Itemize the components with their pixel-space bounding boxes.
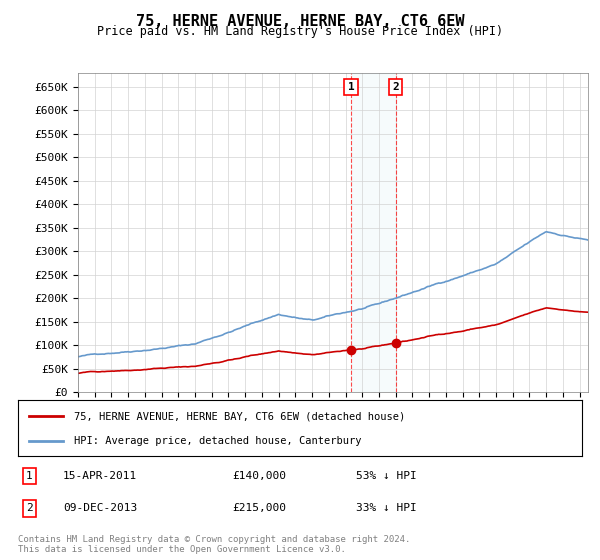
Bar <box>351 73 396 392</box>
Text: 33% ↓ HPI: 33% ↓ HPI <box>356 503 417 514</box>
Text: £215,000: £215,000 <box>232 503 286 514</box>
Text: Contains HM Land Registry data © Crown copyright and database right 2024.
This d: Contains HM Land Registry data © Crown c… <box>18 535 410 554</box>
Text: 75, HERNE AVENUE, HERNE BAY, CT6 6EW (detached house): 75, HERNE AVENUE, HERNE BAY, CT6 6EW (de… <box>74 411 406 421</box>
Text: £140,000: £140,000 <box>232 471 286 481</box>
Text: 1: 1 <box>26 471 32 481</box>
Text: 09-DEC-2013: 09-DEC-2013 <box>63 503 137 514</box>
Text: 2: 2 <box>392 82 399 92</box>
Text: 1: 1 <box>348 82 355 92</box>
Text: 75, HERNE AVENUE, HERNE BAY, CT6 6EW: 75, HERNE AVENUE, HERNE BAY, CT6 6EW <box>136 14 464 29</box>
Text: HPI: Average price, detached house, Canterbury: HPI: Average price, detached house, Cant… <box>74 436 362 446</box>
Text: Price paid vs. HM Land Registry's House Price Index (HPI): Price paid vs. HM Land Registry's House … <box>97 25 503 38</box>
Text: 15-APR-2011: 15-APR-2011 <box>63 471 137 481</box>
Text: 53% ↓ HPI: 53% ↓ HPI <box>356 471 417 481</box>
Text: 2: 2 <box>26 503 32 514</box>
